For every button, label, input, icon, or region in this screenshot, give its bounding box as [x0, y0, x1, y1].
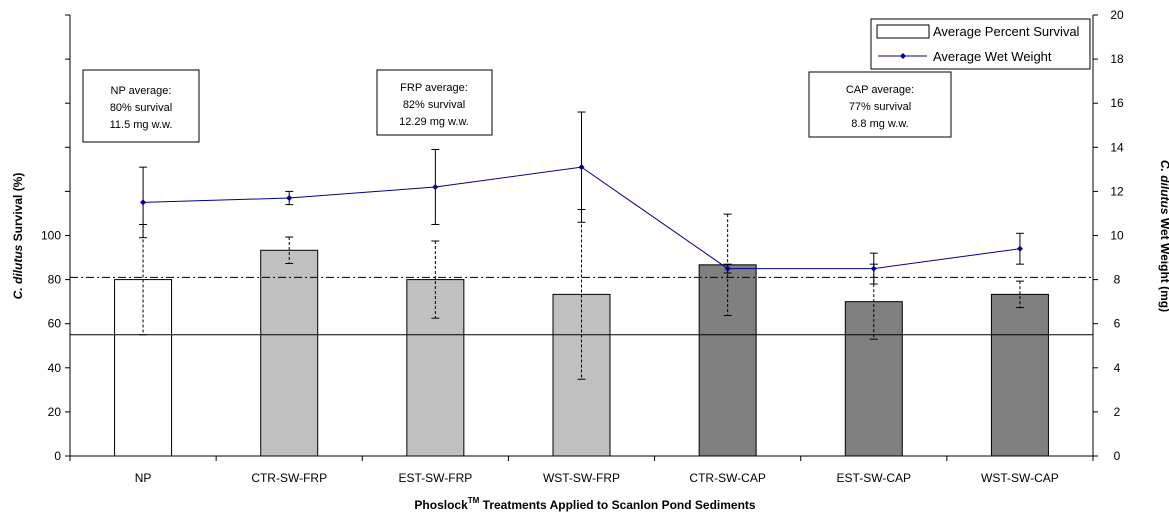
annotation-cap-title: CAP average:	[846, 84, 914, 96]
annotation-np-line2: 11.5 mg w.w.	[110, 119, 173, 131]
wet-weight-marker-3	[578, 164, 585, 171]
annotation-frp: FRP average: 82% survival 12.29 mg w.w.	[376, 69, 493, 136]
x-category-label-2: EST-SW-FRP	[398, 471, 472, 485]
wet-weight-marker-2	[432, 183, 439, 190]
annotation-np-box	[82, 69, 200, 143]
legend-label-wetweight: Average Wet Weight	[933, 49, 1052, 64]
y-right-tick-label-5: 10	[1110, 229, 1124, 243]
annotation-np-title: NP average:	[111, 85, 172, 97]
y-left-tick-label-1: 20	[48, 405, 62, 419]
y-right-tick-label-2: 4	[1114, 361, 1121, 375]
annotation-cap: CAP average: 77% survival 8.8 mg w.w.	[808, 71, 952, 138]
annotation-frp-line1: 82% survival	[403, 99, 465, 111]
y-right-tick-label-3: 6	[1114, 317, 1121, 331]
y-right-tick-label-0: 0	[1114, 449, 1121, 463]
wet-weight-line-layer	[139, 111, 1024, 285]
legend: Average Percent Survival Average Wet Wei…	[870, 18, 1091, 70]
survival-bar-5	[844, 301, 903, 457]
survival-bar-6	[990, 293, 1049, 457]
annotation-np-line1: 80% survival	[110, 102, 172, 114]
bars-layer	[70, 249, 1093, 457]
wet-weight-marker-1	[286, 195, 293, 202]
x-category-label-4: CTR-SW-CAP	[689, 471, 765, 485]
y-left-tick-label-5: 100	[41, 229, 61, 243]
y-left-tick-label-4: 80	[48, 273, 62, 287]
y-left-tick-label-2: 40	[48, 361, 62, 375]
x-category-label-1: CTR-SW-FRP	[251, 471, 327, 485]
bar-error-bars-layer	[139, 208, 1024, 380]
y-left-axis-title: C. dilutus Survival (%)	[11, 173, 25, 300]
axes-layer: 0 20 40 60 80 100 0 2 4 6 8 10 12 14 16 18 20 NP CTR-SW-FR…	[41, 8, 1124, 485]
y-left-tick-label-0: 0	[54, 449, 61, 463]
y-left-tick-label-3: 60	[48, 317, 62, 331]
annotation-np: NP average: 80% survival 11.5 mg w.w.	[82, 69, 200, 143]
annotation-frp-line2: 12.29 mg w.w.	[399, 116, 469, 128]
y-right-tick-label-7: 14	[1110, 140, 1124, 154]
y-right-tick-label-1: 2	[1114, 405, 1121, 419]
legend-marker-wetweight	[900, 53, 906, 59]
x-axis-title: PhoslockTM Treatments Applied to Scanlon…	[414, 496, 756, 512]
survival-bar-0	[114, 279, 173, 457]
y-right-tick-label-6: 12	[1110, 184, 1124, 198]
survival-bar-4	[698, 264, 757, 457]
x-category-label-5: EST-SW-CAP	[837, 471, 911, 485]
annotation-frp-box	[376, 69, 493, 136]
y-right-tick-label-4: 8	[1114, 273, 1121, 287]
wet-weight-marker-0	[140, 199, 147, 206]
y-right-tick-label-10: 20	[1110, 8, 1124, 22]
y-right-axis-title: C. dilutus Wet Weight (mg)	[1158, 160, 1169, 312]
annotation-frp-title: FRP average:	[400, 82, 468, 94]
annotation-cap-box	[808, 71, 952, 138]
wet-weight-marker-6	[1016, 245, 1023, 252]
annotation-cap-line2: 8.8 mg w.w.	[851, 118, 908, 130]
y-right-tick-label-8: 16	[1110, 96, 1124, 110]
legend-label-survival: Average Percent Survival	[933, 24, 1080, 39]
survival-bar-1	[260, 249, 319, 457]
x-category-label-6: WST-SW-CAP	[981, 471, 1059, 485]
x-category-label-3: WST-SW-FRP	[543, 471, 620, 485]
x-category-label-0: NP	[135, 471, 152, 485]
y-right-tick-label-9: 18	[1110, 52, 1124, 66]
wet-weight-marker-4	[724, 265, 731, 272]
wet-weight-marker-5	[870, 265, 877, 272]
annotation-cap-line1: 77% survival	[849, 101, 911, 113]
legend-swatch-survival	[876, 24, 930, 39]
